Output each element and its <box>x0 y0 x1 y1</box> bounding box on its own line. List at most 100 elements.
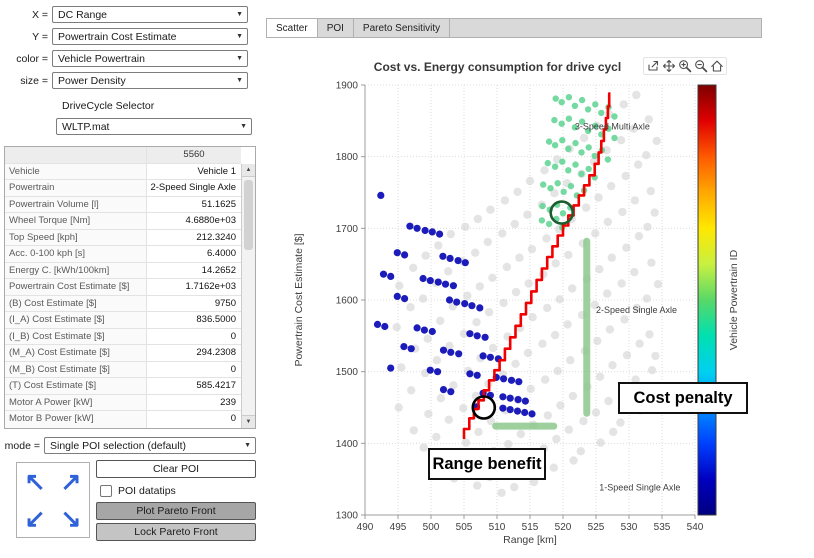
region-label: 3-Speed Multi Axle <box>575 121 650 131</box>
scroll-up-icon[interactable]: ▲ <box>242 164 255 177</box>
table-row[interactable]: (M_B) Cost Estimate [$] 0 <box>5 361 241 378</box>
row-value: 0 <box>230 330 236 342</box>
svg-text:1500: 1500 <box>336 367 359 378</box>
drivecycle-dropdown[interactable]: WLTP.mat ▼ <box>56 118 252 135</box>
row-value: 2-Speed Single Axle <box>150 182 236 193</box>
arrow-up-left-button[interactable]: ↖ <box>24 467 46 496</box>
home-icon[interactable] <box>710 59 724 73</box>
chevron-down-icon: ▼ <box>236 33 243 40</box>
table-row[interactable]: (M_A) Cost Estimate [$] 294.2308 <box>5 345 241 362</box>
row-name: Top Speed [kph] <box>5 229 147 245</box>
arrow-down-right-button[interactable]: ↘ <box>60 504 82 533</box>
table-row[interactable]: Energy C. [kWh/100km] 14.2652 <box>5 262 241 279</box>
svg-text:1300: 1300 <box>336 511 359 522</box>
tab-scatter[interactable]: Scatter <box>267 19 318 37</box>
row-value: 0 <box>230 413 236 424</box>
table-body: 5560 Vehicle Vehicle 1 Powertrain 2-Speed Si… <box>5 147 241 428</box>
pan-icon[interactable] <box>662 59 676 73</box>
row-name: Powertrain <box>5 180 147 196</box>
size-value: Power Density <box>58 74 126 87</box>
plot-pareto-front-button[interactable]: Plot Pareto Front <box>96 502 256 520</box>
table-row[interactable]: Wheel Torque [Nm] 4.6880e+03 <box>5 213 241 230</box>
table-row[interactable]: Acc. 0-100 kph [s] 6.4000 <box>5 246 241 263</box>
table-row[interactable]: Vehicle Vehicle 1 <box>5 163 241 180</box>
row-name: Motor A Power [kW] <box>5 394 147 410</box>
row-value: 836.5000 <box>196 314 236 325</box>
zoom-out-icon[interactable] <box>694 59 708 73</box>
svg-text:1700: 1700 <box>336 224 359 235</box>
table-row[interactable]: Powertrain 2-Speed Single Axle <box>5 180 241 197</box>
table-row[interactable]: Powertrain Volume [l] 51.1625 <box>5 196 241 213</box>
row-name: (I_B) Cost Estimate [$] <box>5 328 147 344</box>
series-all-designs <box>392 90 663 497</box>
table-scrollbar[interactable]: ▲ ▼ <box>241 164 255 428</box>
y-axis-label: Y = <box>32 30 48 43</box>
mode-dropdown[interactable]: Single POI selection (default) ▼ <box>44 437 256 454</box>
callout-range-benefit: Range benefit <box>428 448 546 480</box>
row-value: 585.4217 <box>196 380 236 391</box>
chart-title: Cost vs. Energy consumption for drive cy… <box>373 60 622 74</box>
y-axis-value: Powertrain Cost Estimate <box>58 30 177 43</box>
export-icon[interactable] <box>646 59 660 73</box>
mode-row: mode = Single POI selection (default) ▼ <box>2 437 256 454</box>
clear-poi-button[interactable]: Clear POI <box>96 460 256 478</box>
tab-poi[interactable]: POI <box>317 19 354 37</box>
row-value: 212.3240 <box>196 231 236 243</box>
design-parameter-table: 5560 Vehicle Vehicle 1 Powertrain 2-Speed Si… <box>4 146 256 429</box>
table-row[interactable]: Motor B Power [kW] 0 <box>5 411 241 428</box>
arrow-down-left-button[interactable]: ↙ <box>24 504 46 533</box>
colorbar <box>697 84 717 516</box>
row-name: Acc. 0-100 kph [s] <box>5 246 147 262</box>
axis-selectors: X = DC Range ▼ Y = Powertrain Cost Estimate ▼… <box>0 6 256 94</box>
zoom-in-icon[interactable] <box>678 59 692 73</box>
svg-text:490: 490 <box>357 522 374 533</box>
svg-text:540: 540 <box>687 522 704 533</box>
scrollbar-thumb[interactable] <box>244 180 253 250</box>
tab-pareto-sensitivity[interactable]: Pareto Sensitivity <box>353 19 451 37</box>
poi-datatips-checkbox[interactable] <box>100 485 112 497</box>
svg-text:1800: 1800 <box>336 152 359 163</box>
table-row[interactable]: (B) Cost Estimate [$] 9750 <box>5 295 241 312</box>
row-name: Wheel Torque [Nm] <box>5 213 147 229</box>
row-name: Energy C. [kWh/100km] <box>5 262 147 278</box>
lock-pareto-front-button[interactable]: Lock Pareto Front <box>96 523 256 541</box>
table-row[interactable]: Motor A Power [kW] 239 <box>5 394 241 411</box>
poi-circle-1 <box>549 200 575 225</box>
color-value: Vehicle Powertrain <box>58 52 145 65</box>
axes-toolbar <box>643 57 727 75</box>
row-value: 14.2652 <box>201 264 236 276</box>
color-dropdown[interactable]: Vehicle Powertrain ▼ <box>52 50 248 67</box>
y-axis-dropdown[interactable]: Powertrain Cost Estimate ▼ <box>52 28 248 45</box>
table-row[interactable]: (I_B) Cost Estimate [$] 0 <box>5 328 241 345</box>
poi-circle-0 <box>471 395 497 420</box>
row-name: Powertrain Cost Estimate [$] <box>5 279 147 295</box>
size-label: size = <box>20 74 48 87</box>
row-value: 0 <box>230 363 236 375</box>
chevron-down-icon: ▼ <box>240 123 247 130</box>
callout-cost-penalty: Cost penalty <box>618 382 748 414</box>
svg-text:1400: 1400 <box>336 439 359 450</box>
arrow-up-right-button[interactable]: ↗ <box>60 467 82 496</box>
row-name: Powertrain Volume [l] <box>5 196 147 212</box>
table-row[interactable]: (T) Cost Estimate [$] 585.4217 <box>5 378 241 395</box>
scroll-down-icon[interactable]: ▼ <box>242 414 255 428</box>
table-row[interactable]: Powertrain Cost Estimate [$] 1.7162e+03 <box>5 279 241 296</box>
table-row[interactable]: Top Speed [kph] 212.3240 <box>5 229 241 246</box>
row-value: 51.1625 <box>201 198 236 210</box>
selector-row-y-axis: Y = Powertrain Cost Estimate ▼ <box>0 28 256 45</box>
svg-text:1600: 1600 <box>336 296 359 307</box>
row-value: 294.2308 <box>196 347 236 358</box>
svg-text:515: 515 <box>522 522 539 533</box>
row-name: Vehicle <box>5 163 147 179</box>
size-dropdown[interactable]: Power Density ▼ <box>52 72 248 89</box>
row-value: 239 <box>220 396 236 408</box>
row-name: (B) Cost Estimate [$] <box>5 295 147 311</box>
x-axis-dropdown[interactable]: DC Range ▼ <box>52 6 248 23</box>
svg-text:500: 500 <box>423 522 440 533</box>
svg-text:1900: 1900 <box>336 81 359 92</box>
row-name: (M_B) Cost Estimate [$] <box>5 361 147 377</box>
row-value: 6.4000 <box>206 248 236 259</box>
svg-text:520: 520 <box>555 522 572 533</box>
chevron-down-icon: ▼ <box>236 11 243 18</box>
table-row[interactable]: (I_A) Cost Estimate [$] 836.5000 <box>5 312 241 329</box>
